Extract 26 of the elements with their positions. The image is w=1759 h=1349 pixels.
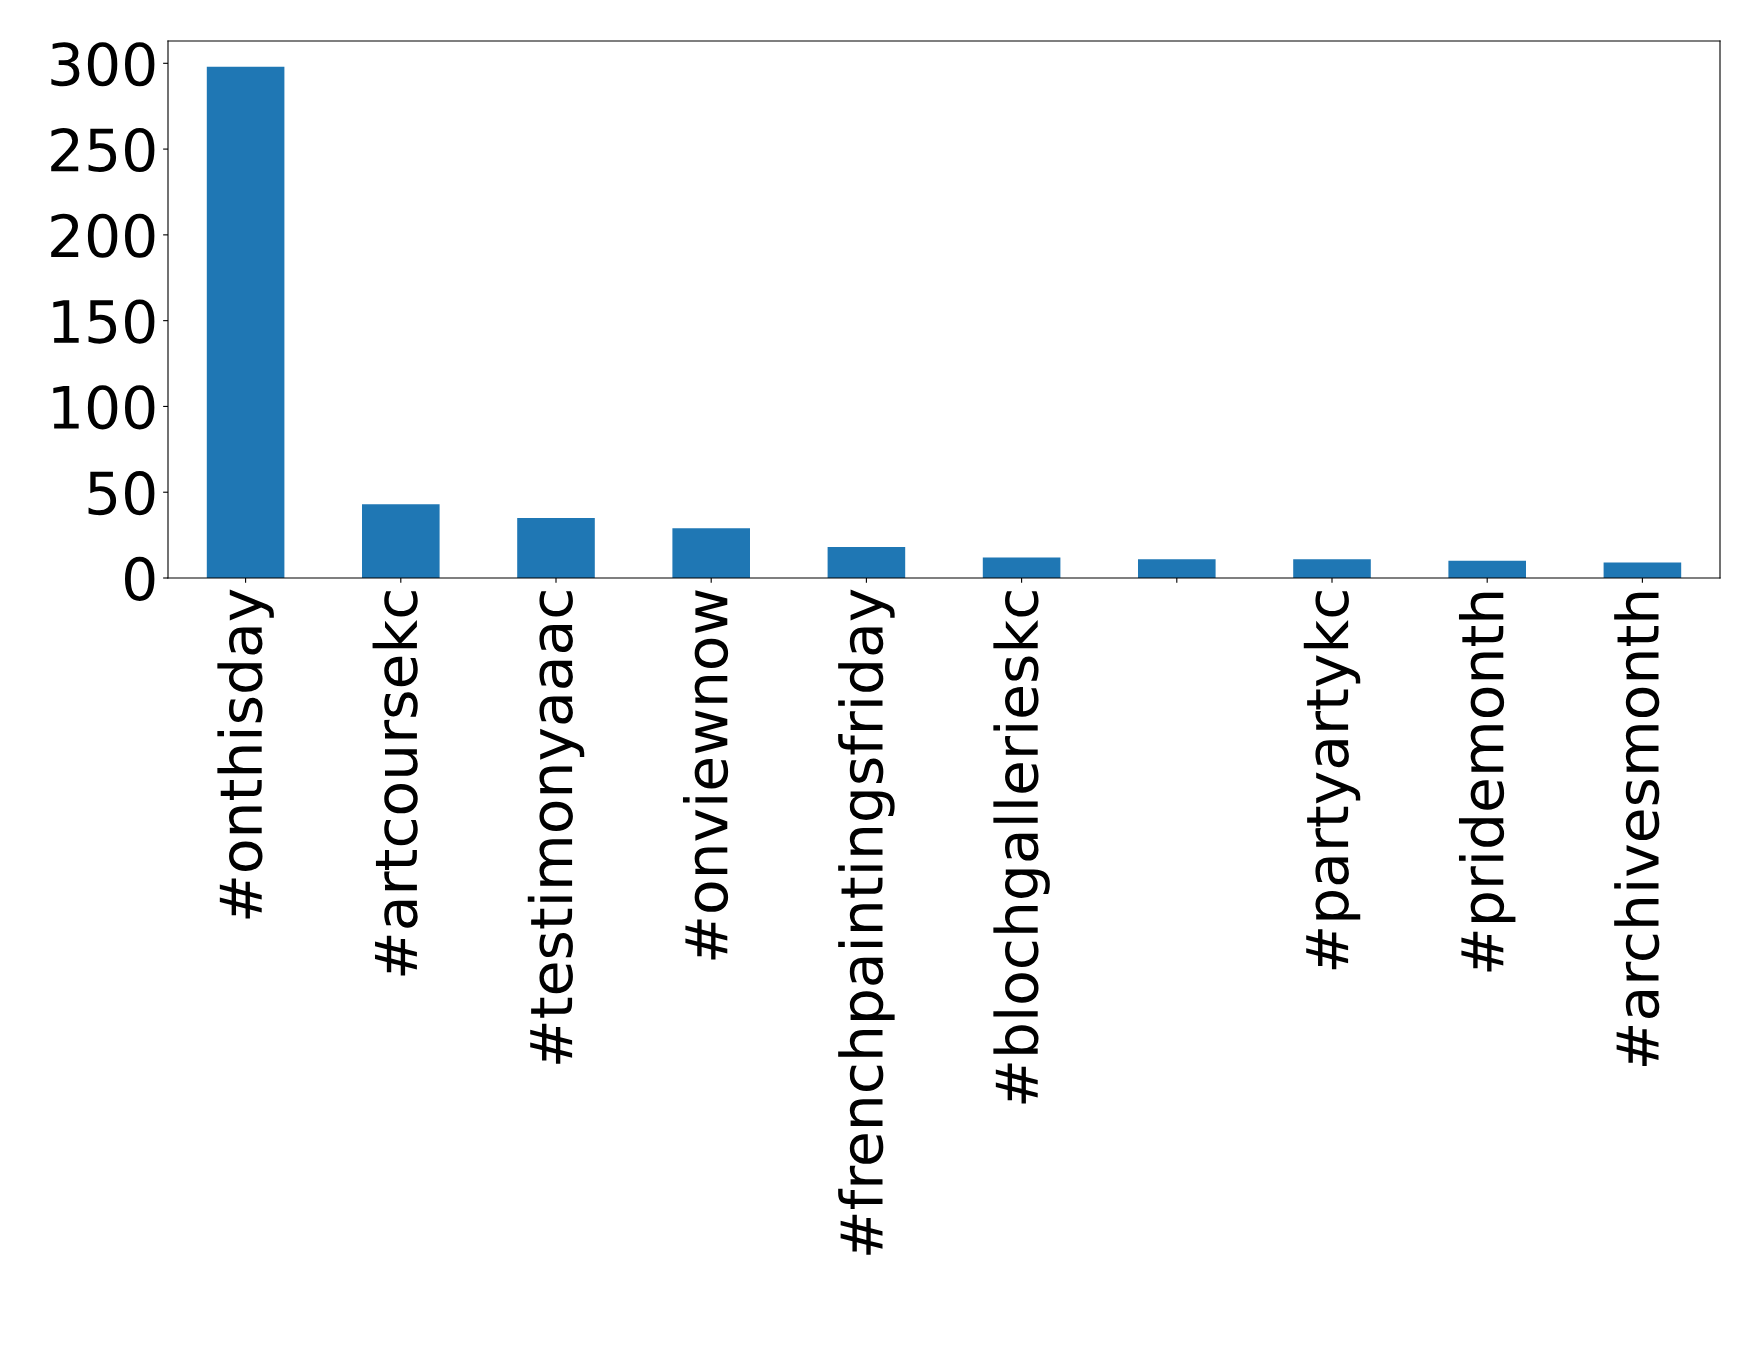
bar [1603, 562, 1682, 578]
x-tick-label: #archivesmonth [1614, 592, 1660, 1066]
bar [362, 504, 440, 578]
bar [1293, 559, 1371, 578]
y-tick-label: 250 [51, 127, 155, 173]
y-tick-label: 150 [53, 299, 155, 344]
bar [1138, 559, 1216, 578]
x-tick-label: #onviewnow [682, 590, 729, 960]
bar [517, 517, 595, 578]
y-tick-label: 200 [51, 213, 155, 258]
bar [206, 66, 285, 578]
y-tick-label: 50 [88, 471, 155, 516]
x-tick-label: #partyartykc [1303, 591, 1361, 970]
x-tick-label: #blochgallerieskc [993, 591, 1050, 1104]
x-tick-label: #frenchpaintingsfriday [838, 589, 895, 1255]
y-tick-label: 100 [53, 385, 155, 430]
x-tick-label: #artcoursekc [372, 591, 418, 976]
x-tick-label: #onthisday [217, 589, 274, 919]
x-tick-label: #testimonyaaac [527, 591, 585, 1064]
bar [982, 557, 1061, 578]
y-tick-label: 300 [51, 42, 155, 87]
y-tick-label: 0 [125, 556, 155, 601]
bar [672, 528, 750, 578]
x-tick-label: #pridemonth [1458, 592, 1516, 972]
bar [1448, 560, 1526, 578]
bar [827, 547, 906, 578]
